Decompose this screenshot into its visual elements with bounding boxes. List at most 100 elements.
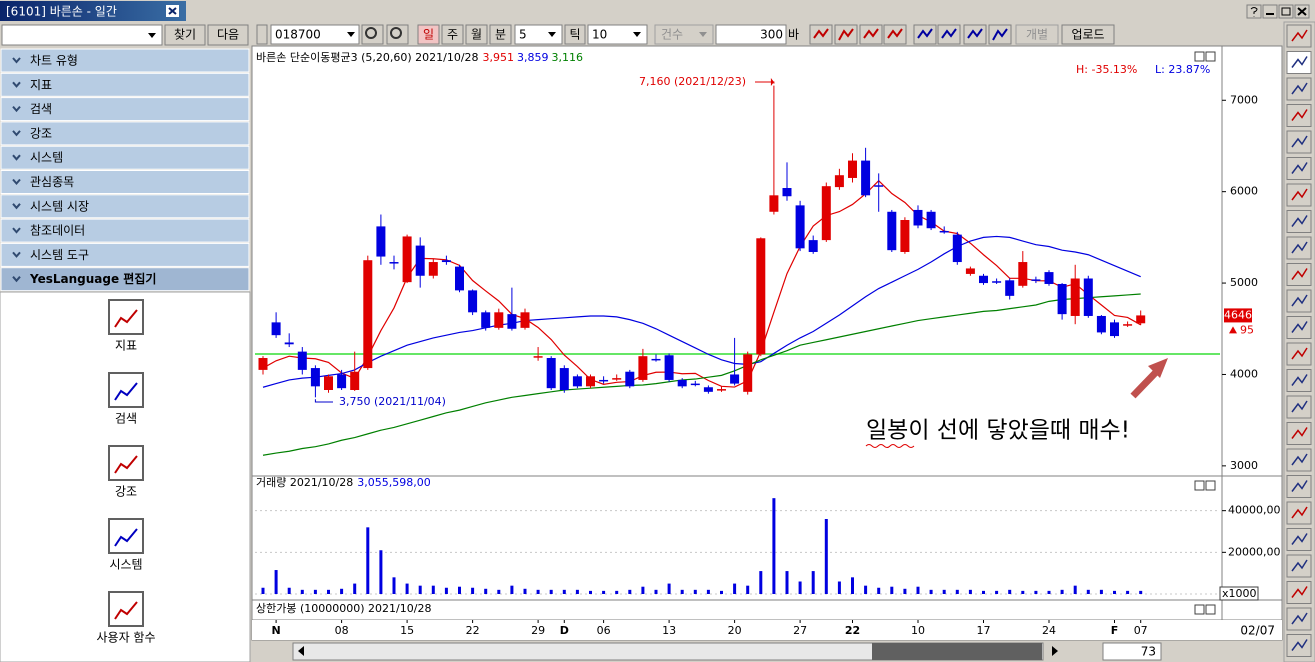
side-tool[interactable]	[1286, 448, 1312, 472]
pane-control[interactable]	[1194, 480, 1205, 491]
pane-control[interactable]	[1194, 51, 1205, 62]
title-tab[interactable]	[0, 1, 186, 21]
side-tool[interactable]	[1286, 289, 1312, 313]
menu-item[interactable]	[0, 48, 250, 73]
candle-body	[717, 389, 726, 391]
pane-control[interactable]	[1205, 480, 1216, 491]
count-combo	[654, 24, 714, 45]
side-tool[interactable]	[1286, 236, 1312, 260]
volume-bar	[379, 550, 383, 594]
tool-icon[interactable]	[108, 372, 144, 408]
side-tool[interactable]	[1286, 342, 1312, 366]
menu-item[interactable]	[0, 72, 250, 97]
volume-bar	[628, 589, 632, 594]
side-tool[interactable]	[1286, 369, 1312, 392]
tool-glyph	[114, 309, 138, 328]
side-tool[interactable]	[1286, 104, 1312, 127]
menu-item[interactable]	[0, 121, 250, 146]
upload-button[interactable]	[1061, 24, 1115, 45]
search-combo[interactable]	[1, 24, 163, 46]
scroll-thumb[interactable]	[872, 643, 1042, 660]
side-tool[interactable]	[1286, 395, 1312, 419]
candle-body	[572, 376, 582, 387]
candle-body	[494, 312, 504, 328]
period-button[interactable]	[489, 24, 512, 45]
menu-item[interactable]	[0, 194, 250, 219]
side-tool[interactable]	[1286, 634, 1312, 657]
volume-bar	[602, 590, 606, 594]
volume-bar	[1139, 590, 1143, 594]
side-tool[interactable]	[1286, 51, 1312, 74]
scroll-track[interactable]	[292, 642, 1044, 661]
menu-item[interactable]	[0, 267, 250, 292]
side-tool[interactable]	[1286, 528, 1312, 551]
side-tool[interactable]	[1286, 263, 1312, 286]
period-button[interactable]	[465, 24, 488, 45]
side-tool[interactable]	[1286, 316, 1312, 339]
legend-value: 3,859	[517, 51, 549, 64]
side-tool[interactable]	[1286, 210, 1312, 233]
code-arrow	[347, 32, 355, 37]
tool-icon[interactable]	[108, 518, 144, 554]
minimize-button[interactable]	[1262, 4, 1278, 19]
code-input[interactable]	[270, 24, 360, 45]
side-tool[interactable]	[1286, 130, 1312, 154]
menu-item[interactable]	[0, 218, 250, 243]
annotation-arrow	[770, 78, 774, 86]
tool-icon[interactable]	[108, 299, 144, 335]
candle-body	[520, 312, 530, 328]
volume-bar	[274, 570, 278, 594]
pane-control[interactable]	[1205, 604, 1216, 615]
volume-bar	[523, 588, 527, 594]
side-tool-glyph	[1291, 188, 1308, 201]
scroll-right[interactable]	[1052, 646, 1058, 656]
side-tool[interactable]	[1286, 183, 1312, 207]
y-tick-label: 5000	[1230, 276, 1258, 289]
sidebar-button[interactable]	[164, 24, 206, 46]
candle-body	[546, 358, 556, 389]
pane-control[interactable]	[1194, 604, 1205, 615]
moving-average	[262, 235, 1141, 388]
interval-combo[interactable]	[514, 24, 563, 45]
side-tool[interactable]	[1286, 24, 1312, 48]
y-tick-label: 6000	[1230, 185, 1258, 198]
zoom-box[interactable]	[1102, 642, 1162, 661]
pane-control[interactable]	[1205, 51, 1216, 62]
maximize-button[interactable]	[1278, 4, 1294, 19]
candle-body	[703, 387, 713, 392]
side-tool[interactable]	[1286, 422, 1312, 445]
toolbar-glyph	[941, 28, 957, 39]
volume-bar	[1086, 589, 1090, 594]
scroll-left[interactable]	[298, 646, 304, 656]
side-tool[interactable]	[1286, 157, 1312, 180]
menu-item[interactable]	[0, 145, 250, 170]
x-tick-label: 10	[911, 624, 925, 637]
period-button[interactable]	[441, 24, 464, 45]
menu-item[interactable]	[0, 97, 250, 122]
tool-icon[interactable]	[108, 445, 144, 481]
volume-bar	[536, 589, 540, 594]
menu-item[interactable]	[0, 242, 250, 267]
side-tool[interactable]	[1286, 77, 1312, 101]
period-button[interactable]	[417, 24, 440, 45]
candle-body	[402, 236, 412, 283]
side-tool[interactable]	[1286, 554, 1312, 578]
volume-bar	[549, 589, 553, 594]
count-input[interactable]	[715, 24, 787, 45]
menu-item[interactable]	[0, 170, 250, 194]
menu-chevron	[12, 130, 21, 137]
tick-combo[interactable]	[587, 24, 648, 45]
tick-button[interactable]	[564, 24, 586, 45]
tool-icon[interactable]	[108, 591, 144, 627]
side-tool[interactable]	[1286, 501, 1312, 525]
side-tool[interactable]	[1286, 607, 1312, 631]
volume-title: 거래량 2021/10/28	[256, 476, 353, 489]
side-tool[interactable]	[1286, 475, 1312, 498]
side-tool-glyph	[1291, 82, 1308, 95]
sidebar-button[interactable]	[207, 24, 249, 46]
volume-bar	[772, 498, 776, 594]
toolbar-grip[interactable]	[256, 24, 268, 45]
side-tool[interactable]	[1286, 581, 1312, 604]
unit-label: x1000	[1222, 587, 1257, 600]
volume-bar	[261, 587, 265, 594]
